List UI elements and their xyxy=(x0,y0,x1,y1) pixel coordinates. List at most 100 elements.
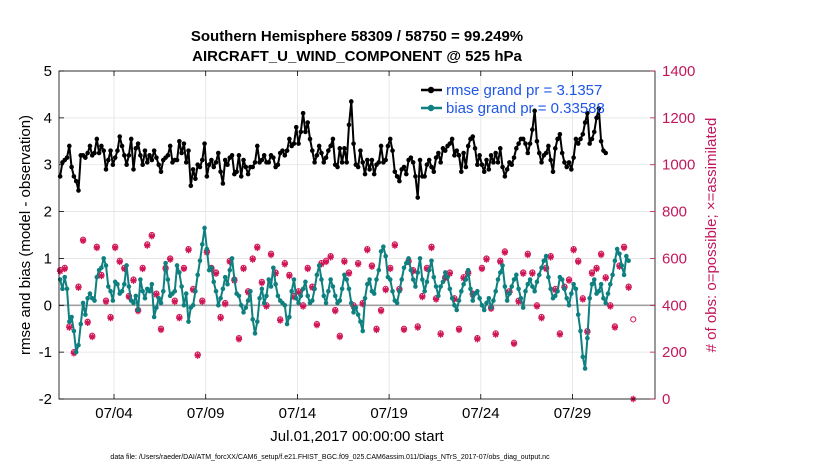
bias-point xyxy=(608,281,613,287)
bias-point xyxy=(431,274,437,280)
bias-point xyxy=(213,288,219,294)
bias-point xyxy=(245,298,251,303)
bias-point xyxy=(124,263,129,268)
bias-point xyxy=(62,274,68,280)
x-tick-label: 07/09 xyxy=(187,405,225,422)
bias-point xyxy=(316,263,322,268)
rmse-point xyxy=(484,157,489,163)
rmse-point xyxy=(174,157,180,163)
bias-point xyxy=(261,300,267,306)
bias-point xyxy=(197,258,203,264)
bias-point xyxy=(358,319,363,324)
obs-assimilated-point xyxy=(368,263,376,270)
y-tick-label: 3 xyxy=(44,157,52,174)
bias-point xyxy=(60,286,65,292)
rmse-point xyxy=(346,122,352,128)
rmse-point xyxy=(87,143,93,149)
obs-assimilated-point xyxy=(478,265,486,273)
obs-assimilated-point xyxy=(575,258,582,266)
rmse-point xyxy=(589,136,595,142)
rmse-point xyxy=(523,141,528,146)
bias-point xyxy=(232,277,237,282)
obs-assimilated-point xyxy=(84,319,91,327)
rmse-point xyxy=(532,108,537,114)
rmse-point xyxy=(358,148,363,153)
bias-point xyxy=(254,319,260,324)
bias-point xyxy=(186,319,191,324)
rmse-point xyxy=(365,157,370,163)
obs-assimilated-point xyxy=(322,258,330,266)
rmse-point xyxy=(209,157,214,163)
rmse-point xyxy=(303,129,308,135)
rmse-point xyxy=(135,141,141,146)
bias-point xyxy=(204,246,210,252)
obs-assimilated-point xyxy=(125,293,133,301)
rmse-point xyxy=(108,148,113,153)
bias-point xyxy=(296,300,301,306)
bias-point xyxy=(140,288,145,294)
x-tick-label: 07/19 xyxy=(370,405,408,422)
rmse-point xyxy=(218,169,223,175)
obs-assimilated-point xyxy=(290,293,298,301)
bias-point xyxy=(605,291,611,296)
rmse-point xyxy=(429,164,434,170)
bias-point xyxy=(172,288,178,294)
rmse-point xyxy=(183,160,189,165)
bias-point xyxy=(360,328,366,334)
rmse-point xyxy=(206,162,212,168)
bias-point xyxy=(438,284,443,289)
bias-point xyxy=(346,286,352,292)
bias-point xyxy=(321,293,327,299)
bias-point xyxy=(218,295,223,301)
bias-point xyxy=(227,267,233,273)
rmse-point xyxy=(431,169,437,175)
bias-point xyxy=(406,256,411,261)
bias-point xyxy=(507,291,512,296)
bias-point xyxy=(165,277,171,282)
bias-point xyxy=(268,284,274,289)
rmse-point xyxy=(67,143,72,149)
bias-point xyxy=(442,270,448,275)
rmse-point xyxy=(275,162,281,168)
rmse-point xyxy=(509,162,515,168)
bias-point xyxy=(394,300,400,306)
bias-point xyxy=(147,288,152,294)
obs-assimilated-point xyxy=(332,307,339,315)
bias-point xyxy=(298,293,304,299)
bias-point xyxy=(500,263,505,268)
rmse-series xyxy=(57,99,609,200)
bias-point xyxy=(229,256,235,261)
bias-point xyxy=(477,295,482,301)
bias-point xyxy=(491,298,496,303)
obs-assimilated-point xyxy=(254,244,261,252)
rmse-point xyxy=(154,155,159,160)
obs-assimilated-point xyxy=(341,258,348,266)
bias-point xyxy=(222,274,228,280)
rmse-point xyxy=(477,153,482,158)
rmse-point xyxy=(555,136,560,142)
obs-assimilated-point xyxy=(267,251,275,259)
y-right-tick-label: 200 xyxy=(662,344,687,361)
obs-assimilated-point xyxy=(116,258,123,266)
rmse-point xyxy=(461,150,466,156)
obs-assimilated-point xyxy=(359,300,366,308)
rmse-point xyxy=(188,183,194,189)
bias-point xyxy=(284,321,290,327)
bias-point xyxy=(612,258,618,264)
bias-point xyxy=(603,300,609,306)
bias-point xyxy=(131,300,136,306)
bias-point xyxy=(539,265,544,271)
rmse-point xyxy=(190,167,196,172)
bias-point xyxy=(376,267,382,273)
rmse-point xyxy=(493,150,498,156)
bias-point xyxy=(587,295,592,301)
rmse-point xyxy=(470,134,476,139)
obs-assimilated-point xyxy=(336,333,344,341)
rmse-point xyxy=(591,129,597,135)
legend: rmse grand pr = 3.1357 bias grand pr = 0… xyxy=(421,82,605,117)
rmse-point xyxy=(486,167,492,172)
obs-assimilated-point xyxy=(277,317,284,324)
bias-point xyxy=(429,258,434,264)
obs-assimilated-point xyxy=(510,340,518,348)
bias-point xyxy=(103,263,109,268)
